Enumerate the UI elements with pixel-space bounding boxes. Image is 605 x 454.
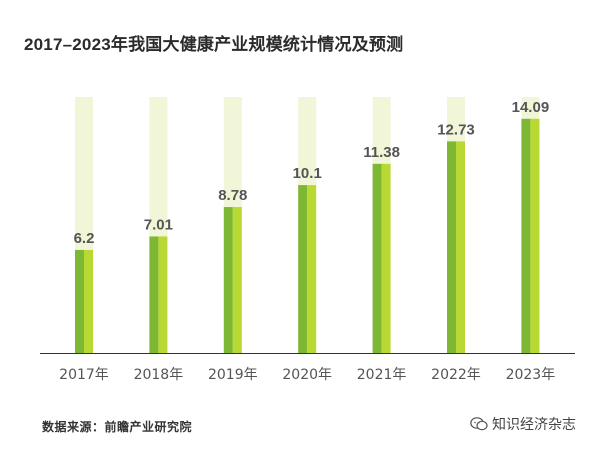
bar-light [381, 163, 391, 353]
bar-dark [75, 249, 84, 353]
data-label: 14.09 [512, 99, 550, 116]
x-tick-label: 2021年 [357, 367, 407, 383]
x-tick-label: 2022年 [431, 367, 481, 383]
bar-light [456, 141, 465, 353]
x-tick-label: 2017年 [59, 367, 109, 383]
bar-light [307, 185, 317, 353]
bar-dark [447, 141, 456, 353]
bar-dark [372, 163, 382, 353]
watermark-text: 知识经济杂志 [492, 416, 576, 432]
bar-light [232, 207, 242, 353]
data-label: 8.78 [218, 187, 247, 204]
bar-dark [149, 236, 159, 353]
bar-light [530, 118, 540, 353]
data-label: 12.73 [437, 121, 475, 138]
chart-title: 2017–2023年我国大健康产业规模统计情况及预测 [24, 35, 404, 54]
data-label: 10.1 [293, 165, 322, 182]
bar-dark [521, 118, 531, 353]
data-label: 6.2 [74, 230, 95, 247]
bar-dark [298, 185, 308, 353]
x-tick-label: 2023年 [506, 367, 556, 383]
chat-bubble-icon [470, 417, 488, 431]
x-tick-label: 2018年 [134, 367, 184, 383]
x-tick-label: 2019年 [208, 367, 258, 383]
watermark: 知识经济杂志 [470, 414, 576, 434]
data-label: 11.38 [363, 144, 400, 161]
bar-light [158, 236, 168, 353]
bar-dark [223, 207, 233, 353]
x-tick-label: 2020年 [282, 367, 332, 383]
data-label: 7.01 [144, 216, 173, 233]
source-note: 数据来源：前瞻产业研究院 [42, 420, 193, 434]
bar-light [84, 249, 93, 353]
